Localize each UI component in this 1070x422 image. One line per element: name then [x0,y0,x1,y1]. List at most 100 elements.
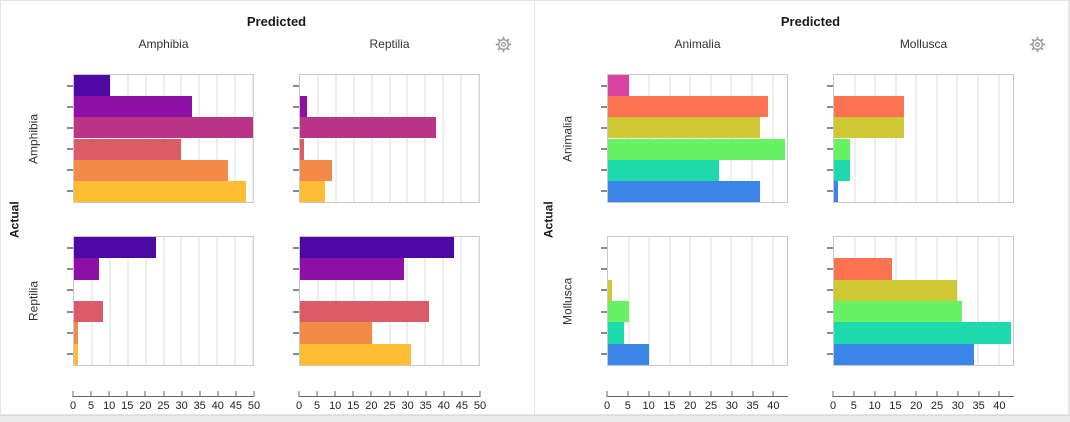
x-tick-label: 50 [473,400,487,412]
subplot-actual-mollusca-pred-mollusca [827,236,1014,366]
y-tick [601,105,607,108]
column-label-amphibia: Amphibia [138,37,189,51]
bar-class-2 [608,117,761,139]
x-tick-label: 10 [103,400,116,412]
y-tick [293,126,299,129]
confusion-panel-animalia-mollusca: Predicted Animalia Mollusca Actual A [534,0,1069,415]
bar-class-4 [834,322,1011,344]
gridline [772,237,774,365]
x-tick-label: 45 [455,400,469,412]
bar-class-5 [608,343,650,365]
y-tick [67,126,73,129]
y-tick [601,353,607,356]
bar-class-0 [300,237,454,259]
x-tick-label: 30 [951,400,964,412]
actual-axis-title: Actual [541,201,556,239]
y-tick [293,84,299,87]
y-tick [293,190,299,193]
gridline [198,75,200,202]
y-tick [67,148,73,151]
gridline [478,237,480,365]
x-tick [181,391,183,397]
predicted-axis-title: Predicted [246,14,307,29]
x-tick-label: 30 [401,400,414,412]
x-tick [407,391,409,397]
y-tick [827,289,833,292]
y-tick [601,84,607,87]
y-tick [601,190,607,193]
gridline [216,75,218,202]
gridline [460,237,462,365]
y-tick [67,190,73,193]
bar-class-5 [74,343,78,365]
gridline [216,237,218,365]
y-tick [827,126,833,129]
y-tick [601,289,607,292]
bar-class-1 [74,96,193,118]
bar-class-1 [608,96,769,118]
bar-class-4 [608,159,720,181]
x-tick-label: 30 [175,400,188,412]
x-tick [479,391,481,397]
y-tick [601,310,607,313]
y-tick [293,353,299,356]
y-tick [601,268,607,270]
gridline [936,75,938,202]
x-tick-label: 30 [725,400,738,412]
x-tick-label: 25 [930,400,944,412]
bar-class-4 [74,322,78,344]
x-axis-right: 0 5 10 15 20 25 30 35 40 [830,391,1014,417]
column-label-animalia: Animalia [674,37,721,51]
x-tick [668,391,670,397]
y-tick [67,169,73,172]
bar-class-5 [74,180,246,202]
y-tick [601,126,607,129]
y-tick [293,268,299,270]
subplot-actual-mollusca-pred-animalia [601,236,788,366]
y-tick [293,310,299,313]
bar-class-3 [608,301,629,323]
x-tick [957,391,959,397]
gridline [460,75,462,202]
x-tick [425,391,427,397]
gridline [710,237,712,365]
y-tick [67,105,73,108]
bar-class-3 [834,138,851,160]
settings-gear-icon[interactable] [494,35,513,54]
x-axis-left: 0 5 10 15 20 25 30 35 40 [604,391,788,417]
gridline [478,75,480,202]
column-label-reptilia: Reptilia [369,37,410,51]
x-tick-label: 5 [88,400,95,412]
y-tick [601,169,607,172]
y-tick [827,246,833,249]
bar-class-4 [834,159,851,181]
settings-gear-icon[interactable] [1028,35,1047,54]
x-tick [443,391,445,397]
gridline [424,75,426,202]
bar-class-0 [608,75,629,97]
y-tick [293,246,299,249]
gridline [252,75,254,202]
x-axis-right: 0 5 10 15 20 25 30 35 40 45 50 [296,391,486,417]
subplot-actual-reptilia-pred-reptilia [293,236,480,366]
y-tick [67,268,73,270]
gridline [389,75,390,202]
x-tick-label: 40 [767,400,780,412]
page-footer-strip [0,415,1070,422]
bar-class-3 [300,138,304,160]
x-tick [352,391,354,397]
x-tick [731,391,733,397]
bar-class-4 [300,159,333,181]
gridline [180,237,182,365]
y-tick [601,148,607,151]
x-tick-label: 25 [157,400,170,412]
predicted-axis-title: Predicted [780,14,841,29]
gridline [998,237,1000,365]
actual-axis-title: Actual [7,201,22,239]
y-tick [293,105,299,108]
gridline [234,237,236,365]
x-tick [936,391,938,397]
x-tick-label: 35 [193,400,206,412]
row-label-amphibia: Amphibia [26,113,41,164]
x-tick [710,391,712,397]
